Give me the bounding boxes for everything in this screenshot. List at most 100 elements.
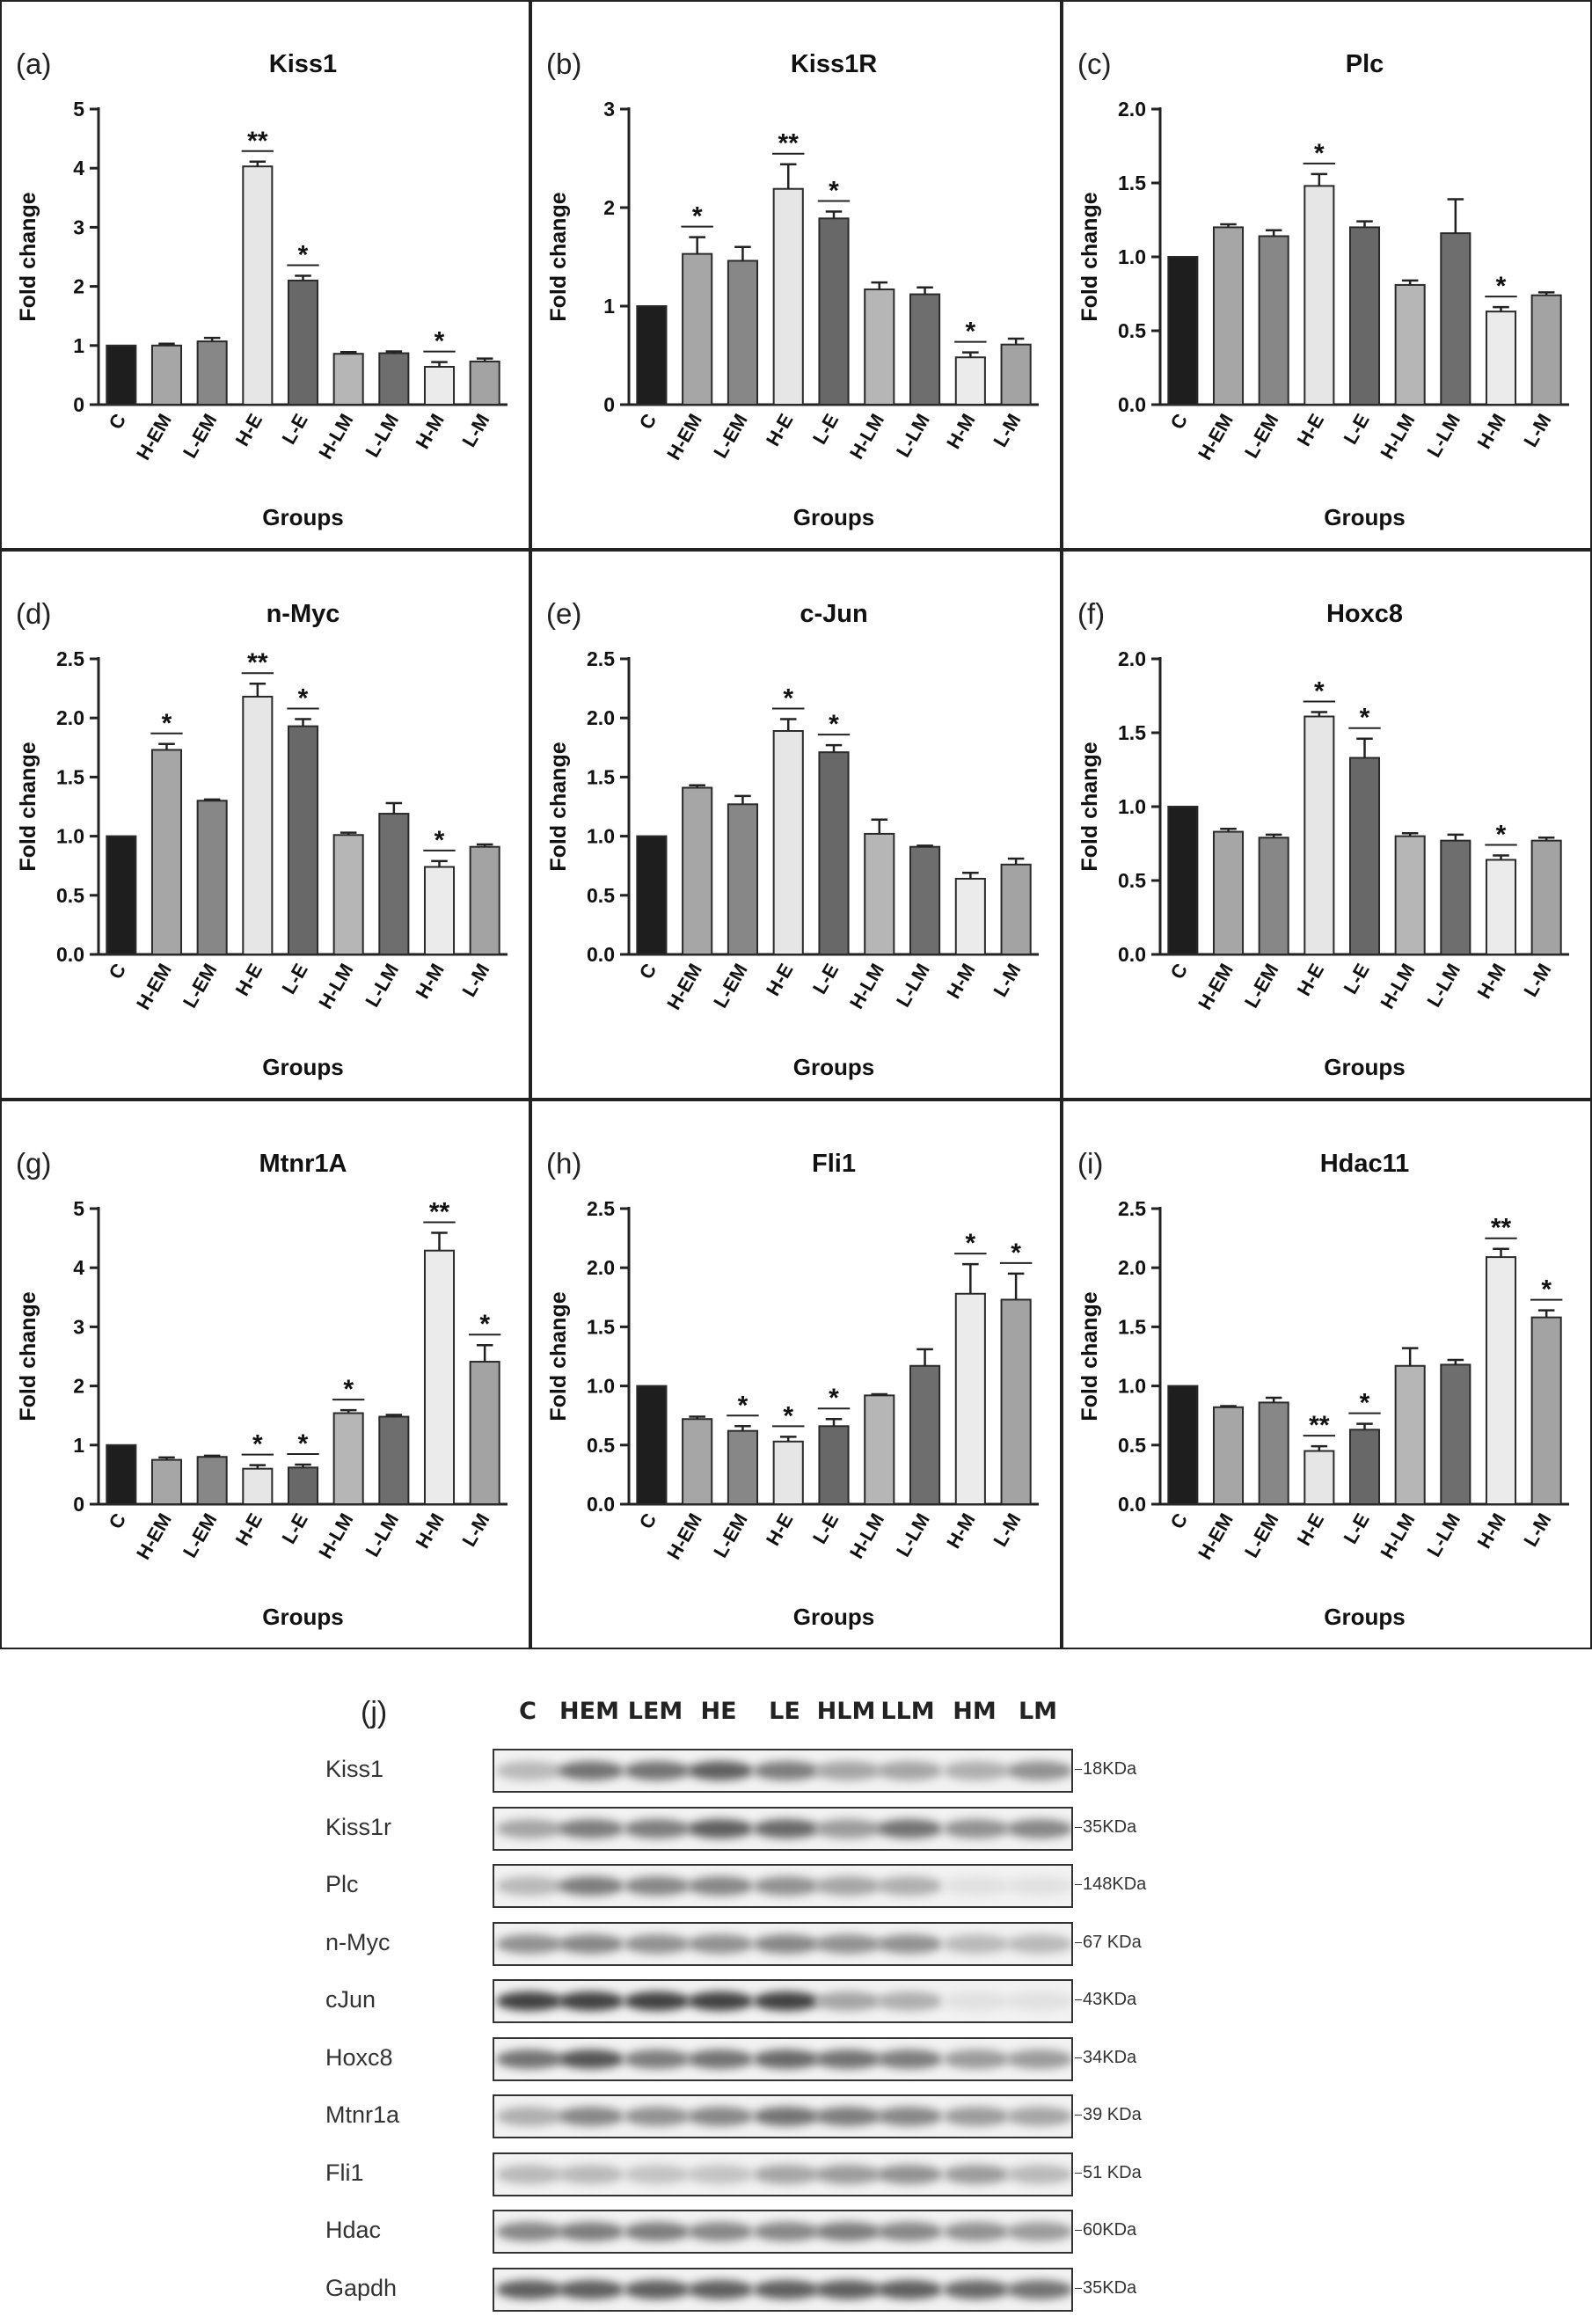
blot-band (496, 1991, 563, 2011)
x-tick-label: L-M (989, 960, 1025, 1000)
blot-band (558, 2107, 624, 2126)
y-tick-label: 0.5 (1118, 319, 1146, 342)
chart-title: Hoxc8 (1326, 600, 1403, 628)
blot-band (1006, 2049, 1071, 2069)
x-tick-label: L-LM (1422, 410, 1464, 461)
x-tick-label: L-EM (179, 410, 222, 462)
blot-band (687, 1761, 754, 1780)
y-tick-label: 0 (603, 393, 615, 416)
y-tick-label: 1.0 (56, 825, 84, 848)
y-axis-label: Fold change (1077, 742, 1102, 871)
blot-band (943, 1876, 1010, 1896)
chart-svg: (i) Hdac11 Fold change Groups 0.0 0.5 1.0 1.5 2.… (1077, 1147, 1569, 1630)
bar (727, 1429, 759, 1505)
lane-label: LLM (880, 1698, 935, 1725)
y-tick-label: 2.0 (1118, 98, 1146, 121)
bar (1394, 835, 1426, 955)
blot-band (753, 2222, 820, 2241)
chart-title: c-Jun (800, 600, 867, 628)
blot-band (1006, 1761, 1071, 1780)
blot-band (876, 1933, 943, 1954)
significance-mark: * (738, 1391, 749, 1420)
y-tick-label: 2.0 (587, 1256, 615, 1279)
blot-band (496, 2049, 563, 2069)
blot-strip (493, 1979, 1073, 2023)
x-axis-label: Groups (1324, 1604, 1405, 1630)
blot-band (753, 1991, 820, 2011)
significance-mark: ** (1309, 1411, 1330, 1440)
x-tick-label: L-E (277, 1509, 311, 1547)
blot-band (496, 2279, 563, 2299)
blot-band (558, 2279, 624, 2299)
bar (242, 165, 274, 406)
bar (909, 845, 941, 956)
lane-label: LM (1018, 1698, 1058, 1725)
bar (909, 293, 941, 406)
bar (818, 751, 850, 955)
x-tick-label: H-LM (845, 960, 888, 1012)
x-tick-label: H-LM (314, 960, 357, 1012)
bar (1304, 185, 1335, 406)
bar (196, 800, 228, 955)
bar (287, 1466, 319, 1505)
bar (818, 217, 850, 406)
blot-band (624, 1818, 690, 1838)
x-tick-label: C (105, 960, 131, 983)
chart-panel: (c) Plc Fold change Groups 0.0 0.5 1.0 1.5 2.0 C H… (1062, 0, 1592, 550)
y-tick-label: 1.5 (56, 765, 84, 788)
blot-size-label: 148KDa (1075, 1875, 1146, 1895)
blot-band (943, 1761, 1010, 1780)
blot-band (687, 1933, 754, 1954)
bar (818, 1425, 850, 1505)
bar (727, 803, 759, 956)
y-tick-label: 2.5 (587, 647, 615, 670)
y-tick-label: 2.5 (587, 1197, 615, 1220)
x-tick-label: H-EM (1194, 410, 1238, 464)
bar (1304, 715, 1335, 956)
y-tick-label: 1 (73, 1434, 84, 1457)
bar (150, 344, 183, 406)
y-axis-label: Fold change (546, 742, 571, 871)
bar (1348, 756, 1381, 955)
blot-band (496, 2107, 563, 2126)
y-tick-label: 1.0 (1118, 245, 1146, 268)
x-tick-label: H-M (411, 410, 448, 452)
blot-strip (493, 1749, 1073, 1793)
bar (287, 725, 319, 955)
significance-mark: * (479, 1310, 490, 1339)
blot-protein-label: Gapdh (325, 2274, 398, 2301)
blot-band (1006, 2164, 1071, 2184)
blot-band (1006, 2107, 1071, 2126)
chart-title: Plc (1346, 50, 1384, 78)
blot-strip (493, 2094, 1073, 2138)
bar (378, 1415, 410, 1506)
x-tick-label: H-E (762, 410, 798, 449)
x-tick-label: L-EM (1240, 410, 1283, 462)
bar (772, 729, 804, 955)
x-tick-label: H-LM (314, 410, 357, 463)
blot-band (1006, 1818, 1071, 1838)
y-tick-label: 1 (603, 295, 615, 318)
blot-strip (493, 2036, 1073, 2081)
blot-band (1006, 1933, 1071, 1954)
x-axis-label: Groups (1324, 504, 1405, 530)
x-tick-label: L-M (457, 1509, 493, 1550)
y-tick-label: 0.5 (587, 884, 615, 907)
blot-band (814, 1876, 881, 1896)
blot-protein-label: cJun (325, 1986, 376, 2013)
bar (1212, 830, 1245, 955)
blot-band (814, 2164, 881, 2184)
x-tick-label: L-EM (179, 960, 222, 1012)
blot-band (496, 1818, 563, 1838)
bar (106, 835, 137, 955)
x-tick-label: C (1166, 960, 1193, 983)
lane-label: HEM (559, 1698, 619, 1725)
x-tick-label: C (635, 960, 661, 983)
bar (727, 259, 759, 406)
blot-band (876, 1818, 943, 1838)
x-tick-label: H-LM (845, 410, 888, 463)
blot-band (943, 2107, 1010, 2126)
bar (196, 340, 228, 406)
bar (864, 1394, 895, 1505)
bar (1212, 1406, 1245, 1505)
